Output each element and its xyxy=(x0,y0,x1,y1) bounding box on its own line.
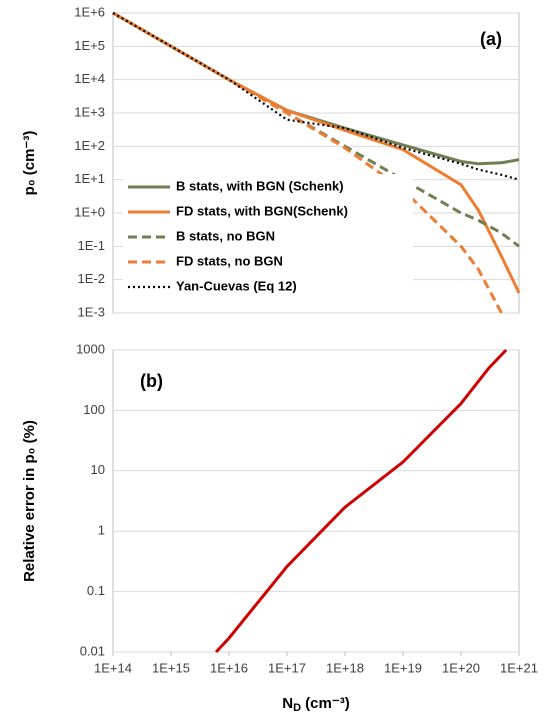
x-tick-label: 1E+14 xyxy=(94,660,132,675)
y-tick-label: 1E-3 xyxy=(78,304,105,319)
legend-label: FD stats, with BGN(Schenk) xyxy=(176,203,348,218)
y-tick-label: 10 xyxy=(91,462,105,477)
y-tick-label: 1E+2 xyxy=(74,138,105,153)
legend xyxy=(123,174,413,307)
series-line xyxy=(112,12,520,181)
y-tick-label: 1 xyxy=(98,523,105,538)
annotation: (b) xyxy=(140,371,163,391)
y-tick-label: 1E-2 xyxy=(78,271,105,286)
y-tick-label: 1000 xyxy=(76,341,105,356)
y-tick-label: 1E+3 xyxy=(74,104,105,119)
y-tick-label: 0.1 xyxy=(87,583,105,598)
x-tick-label: 1E+16 xyxy=(210,660,248,675)
y-tick-label: 0.01 xyxy=(80,643,105,658)
series-line xyxy=(215,348,508,654)
y-tick-label: 1E+4 xyxy=(74,71,105,86)
y-axis-label: p₀ (cm⁻³) xyxy=(21,131,38,196)
x-axis-label-main: N xyxy=(282,695,293,712)
legend-label: B stats, with BGN (Schenk) xyxy=(176,178,344,193)
y-tick-label: 1E+1 xyxy=(74,171,105,186)
x-tick-label: 1E+18 xyxy=(326,660,364,675)
y-axis-label: Relative error in p₀ (%) xyxy=(21,420,38,582)
legend-label: Yan-Cuevas (Eq 12) xyxy=(176,278,297,293)
series-line xyxy=(112,11,503,314)
y-tick-label: 1E+5 xyxy=(74,38,105,53)
x-tick-label: 1E+20 xyxy=(442,660,480,675)
x-axis-label-sub: D xyxy=(293,702,301,714)
x-tick-label: 1E+21 xyxy=(500,660,538,675)
x-tick-label: 1E+17 xyxy=(268,660,306,675)
legend-label: FD stats, no BGN xyxy=(176,253,283,268)
annotation: (a) xyxy=(480,29,502,49)
plot-area xyxy=(112,349,520,653)
y-tick-label: 100 xyxy=(83,402,105,417)
y-tick-label: 1E+0 xyxy=(74,204,105,219)
x-axis-label-rest: (cm⁻³) xyxy=(301,695,350,712)
y-tick-label: 1E-1 xyxy=(78,238,105,253)
legend-label: B stats, no BGN xyxy=(176,228,275,243)
x-axis-label: ND (cm⁻³) xyxy=(282,695,350,714)
x-tick-label: 1E+15 xyxy=(152,660,190,675)
x-tick-label: 1E+19 xyxy=(384,660,422,675)
y-tick-label: 1E+6 xyxy=(74,4,105,19)
